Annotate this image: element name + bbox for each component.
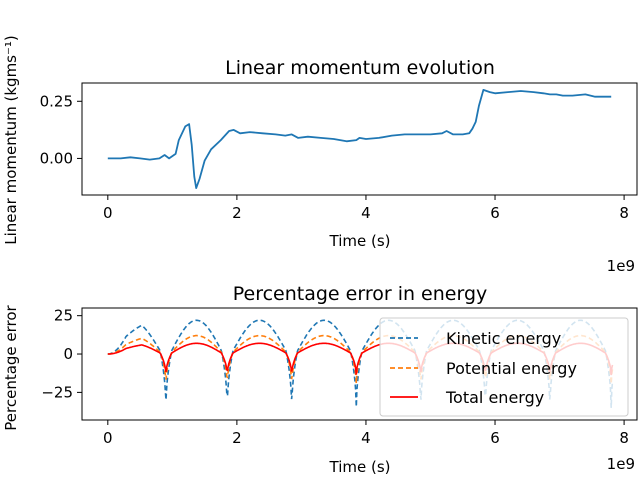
momentum-x-ticks: 0 2 4 6 8 [103,195,629,222]
energy-x-tick-label: 6 [490,429,500,447]
momentum-x-axis-label: Time (s) [329,232,391,250]
momentum-series-line [107,89,612,189]
momentum-y-ticks: 0.00 0.25 [40,92,82,167]
energy-x-tick-label: 4 [361,429,371,447]
energy-x-axis-label: Time (s) [329,458,391,476]
energy-x-tick-label: 2 [232,429,242,447]
momentum-x-tick-label: 4 [361,204,371,222]
legend-label-potential: Potential energy [446,359,577,378]
energy-x-tick-label: 0 [103,429,113,447]
energy-y-axis-label: Percentage error [2,304,20,430]
energy-y-ticks: −25 0 25 [41,307,82,401]
momentum-y-tick-label: 0.25 [40,92,73,110]
legend-box [379,317,629,417]
momentum-chart-title: Linear momentum evolution [225,57,495,79]
momentum-y-axis-label: Linear momentum (kgms⁻¹) [2,35,20,245]
energy-x-tick-label: 8 [619,429,629,447]
energy-chart-title: Percentage error in energy [233,283,488,305]
legend-label-kinetic: Kinetic energy [446,329,561,348]
energy-x-ticks: 0 2 4 6 8 [103,420,629,447]
energy-y-tick-label: −25 [41,383,73,401]
momentum-x-offset-label: 1e9 [607,257,635,275]
momentum-axes-frame [81,82,638,196]
momentum-chart: Linear momentum evolution 0 2 4 6 8 0.00 0.25… [2,35,638,275]
energy-y-tick-label: 25 [54,307,73,325]
energy-y-tick-label: 0 [63,345,73,363]
momentum-x-tick-label: 2 [232,204,242,222]
momentum-series-layer [107,89,612,189]
momentum-x-tick-label: 8 [619,204,629,222]
momentum-x-tick-label: 0 [103,204,113,222]
energy-legend: Kinetic energy Potential energy Total en… [379,317,629,417]
energy-x-offset-label: 1e9 [607,455,635,473]
energy-axes-frame [81,307,638,421]
momentum-x-tick-label: 6 [490,204,500,222]
legend-label-total: Total energy [445,388,544,407]
momentum-y-tick-label: 0.00 [40,149,73,167]
